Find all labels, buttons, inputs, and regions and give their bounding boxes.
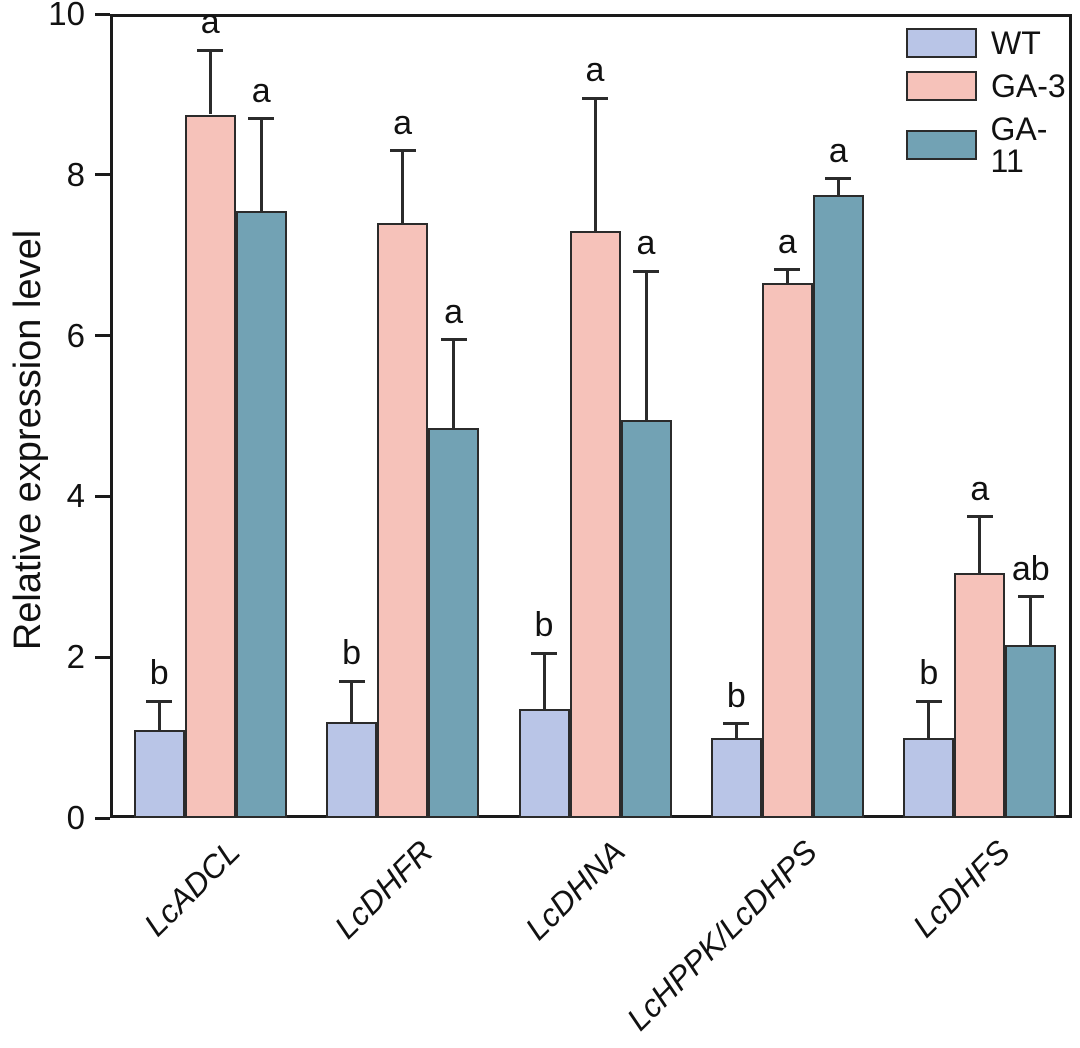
bar bbox=[569, 231, 621, 818]
error-bar bbox=[452, 339, 456, 429]
error-bar bbox=[978, 516, 982, 573]
bar bbox=[428, 428, 480, 818]
y-tick-label: 2 bbox=[66, 638, 85, 676]
error-bar bbox=[785, 269, 789, 284]
error-bar-cap bbox=[633, 269, 659, 273]
error-bar bbox=[836, 178, 840, 195]
error-bar bbox=[1029, 596, 1033, 646]
significance-letter: a bbox=[585, 51, 605, 90]
bar bbox=[518, 709, 570, 818]
significance-letter: b bbox=[149, 654, 169, 693]
bar bbox=[1005, 645, 1057, 818]
significance-letter: a bbox=[777, 222, 797, 261]
legend-label: GA-11 bbox=[990, 111, 1048, 179]
legend-label: WT bbox=[991, 25, 1041, 61]
legend-item: GA-11 bbox=[906, 113, 1080, 177]
legend-label: GA-3 bbox=[991, 68, 1066, 104]
error-bar-cap bbox=[966, 515, 993, 518]
y-tick-mark bbox=[95, 334, 110, 338]
legend-swatch bbox=[906, 71, 977, 101]
error-bar-cap bbox=[915, 699, 942, 703]
bar bbox=[954, 572, 1006, 818]
significance-letter: a bbox=[200, 3, 220, 42]
y-tick-mark bbox=[95, 816, 110, 820]
error-bar bbox=[542, 653, 546, 710]
y-tick-label: 4 bbox=[66, 477, 85, 515]
significance-letter: a bbox=[444, 292, 464, 331]
error-bar-cap bbox=[825, 177, 852, 181]
legend-swatch bbox=[906, 130, 977, 160]
significance-letter: ab bbox=[1011, 549, 1050, 588]
bar bbox=[184, 114, 236, 818]
bar bbox=[812, 194, 864, 818]
error-bar bbox=[644, 271, 648, 420]
y-tick-mark bbox=[95, 494, 110, 498]
error-bar bbox=[208, 50, 212, 115]
bar bbox=[903, 737, 955, 818]
y-tick-label: 0 bbox=[66, 799, 85, 836]
legend-item: GA-3 bbox=[906, 70, 1080, 102]
error-bar-cap bbox=[338, 679, 365, 683]
error-bar bbox=[401, 150, 405, 224]
error-bar bbox=[157, 701, 161, 730]
bar bbox=[377, 223, 429, 818]
bar bbox=[710, 737, 762, 818]
significance-letter: b bbox=[919, 654, 939, 693]
error-bar-cap bbox=[531, 651, 557, 655]
significance-letter: b bbox=[342, 634, 362, 673]
bar bbox=[235, 210, 287, 818]
error-bar-cap bbox=[774, 268, 801, 272]
y-tick-label: 10 bbox=[48, 0, 85, 32]
legend-item: WT bbox=[906, 27, 1080, 59]
error-bar-cap bbox=[440, 338, 467, 342]
legend: WT GA-3 GA-11 bbox=[906, 27, 1080, 177]
legend-swatch bbox=[906, 28, 977, 58]
y-tick-label: 8 bbox=[66, 155, 85, 193]
significance-letter: a bbox=[393, 103, 413, 142]
error-bar-cap bbox=[146, 699, 173, 703]
bar bbox=[761, 283, 813, 818]
error-bar-cap bbox=[723, 722, 750, 726]
y-tick-mark bbox=[95, 173, 110, 177]
significance-letter: b bbox=[726, 676, 746, 715]
bar bbox=[326, 721, 378, 818]
x-category-label: LcADCL bbox=[137, 833, 247, 944]
y-tick-label: 6 bbox=[66, 316, 85, 354]
error-bar bbox=[593, 98, 597, 232]
error-bar-cap bbox=[582, 96, 608, 100]
error-bar-cap bbox=[389, 149, 416, 153]
significance-letter: a bbox=[636, 224, 656, 263]
y-tick-mark bbox=[95, 12, 110, 16]
error-bar bbox=[259, 118, 263, 211]
significance-letter: a bbox=[970, 469, 990, 508]
error-bar bbox=[927, 701, 931, 738]
error-bar-cap bbox=[248, 117, 275, 121]
significance-letter: a bbox=[251, 71, 271, 110]
y-axis-title: Relative expression level bbox=[7, 229, 49, 651]
y-tick-mark bbox=[95, 655, 110, 659]
error-bar bbox=[734, 723, 738, 738]
significance-letter: a bbox=[828, 131, 848, 170]
error-bar-cap bbox=[197, 48, 224, 52]
error-bar bbox=[350, 681, 354, 722]
bar bbox=[133, 729, 185, 818]
significance-letter: b bbox=[534, 606, 554, 645]
bar bbox=[620, 420, 672, 818]
error-bar-cap bbox=[1017, 595, 1044, 599]
